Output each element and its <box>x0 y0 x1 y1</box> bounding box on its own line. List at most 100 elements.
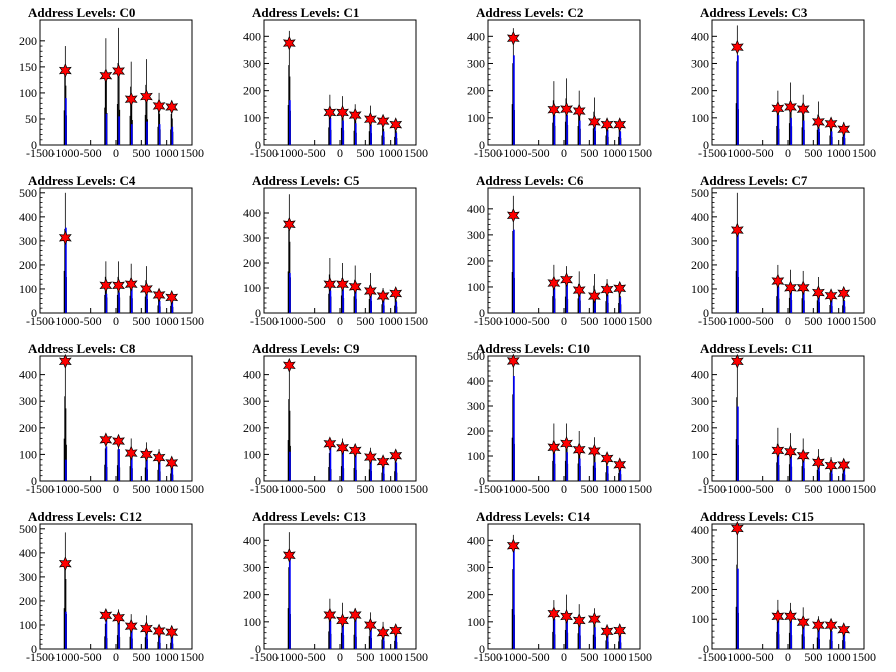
x-tick-label: 1000 <box>603 482 627 496</box>
x-tick-label: -1500 <box>698 650 726 664</box>
x-tick-label: -1500 <box>250 650 278 664</box>
peak-marker <box>376 625 390 641</box>
chart-panel-15: 0 100 200 300 400 -1500 -1000 -500 0 500 1000 1500 A… <box>672 504 896 672</box>
y-tick-label: 200 <box>19 34 37 48</box>
peak-marker <box>560 272 573 288</box>
peak-marker <box>140 621 153 636</box>
peak-marker <box>376 288 390 304</box>
x-tick-label: 1500 <box>628 146 652 160</box>
peak-marker <box>837 457 851 473</box>
y-tick-label: 0 <box>703 474 709 488</box>
peak-marker <box>588 288 601 304</box>
x-tick-label: 500 <box>804 650 822 664</box>
peak <box>776 90 780 145</box>
peak <box>735 361 739 481</box>
x-tick-label: -500 <box>304 146 326 160</box>
x-tick-label: 0 <box>113 146 119 160</box>
x-tick-label: 1500 <box>404 314 428 328</box>
x-tick-label: 500 <box>580 650 598 664</box>
y-tick-label: 400 <box>691 210 709 224</box>
x-tick-label: 1000 <box>827 146 851 160</box>
y-tick-label: 500 <box>467 349 485 363</box>
chart-title: Address Levels: C14 <box>476 509 590 524</box>
peak-marker <box>560 436 573 451</box>
peak <box>511 357 515 481</box>
peak <box>511 28 515 145</box>
x-tick-label: -1500 <box>698 314 726 328</box>
x-tick-label: -1500 <box>250 314 278 328</box>
x-tick-label: 1500 <box>180 650 204 664</box>
chart-panel-4: 0 100 200 300 400 500 -1500 -1000 -500 0 500 1000 15… <box>0 168 224 336</box>
y-tick-label: 400 <box>467 533 485 547</box>
chart-svg: 0 100 200 300 400 -1500-1000 -500 0 500 1000 1500 <box>691 521 876 664</box>
x-tick-label: 500 <box>356 482 374 496</box>
x-tick-label: -500 <box>752 650 774 664</box>
y-tick-label: 200 <box>691 582 709 596</box>
peak-marker <box>99 277 113 293</box>
chart-svg: 0 100 200 300 400 -1500-1000 -500 0 500 1000 1500 <box>467 187 652 328</box>
y-tick-label: 100 <box>691 447 709 461</box>
peak-marker <box>165 99 179 115</box>
peak <box>577 604 581 649</box>
x-tick-label: -1500 <box>698 146 726 160</box>
y-tick-label: 300 <box>19 394 37 408</box>
y-tick-label: 200 <box>691 84 709 98</box>
chart-svg: 0 100 200 300 400 -1500-1000 -500 0 500 1000 1500 <box>243 355 428 496</box>
chart-title: Address Levels: C13 <box>252 509 366 524</box>
peak-marker <box>613 117 627 133</box>
peak-marker <box>812 617 825 633</box>
peak-marker <box>547 275 561 291</box>
peak-marker <box>112 433 125 449</box>
peak-marker <box>58 353 72 369</box>
y-tick-label: 0 <box>31 306 37 320</box>
plot-frame <box>487 187 641 314</box>
x-tick-label: -500 <box>752 482 774 496</box>
x-tick-label: 500 <box>804 314 822 328</box>
y-tick-label: 200 <box>691 258 709 272</box>
peak <box>63 359 67 481</box>
peak <box>829 622 833 649</box>
x-tick-label: 0 <box>337 314 343 328</box>
x-tick-label: -1000 <box>499 146 527 160</box>
x-tick-label: 1000 <box>603 314 627 328</box>
peak <box>801 94 805 145</box>
peak-marker <box>152 623 166 639</box>
peak-marker <box>837 622 851 638</box>
chart-title: Address Levels: C7 <box>700 173 808 188</box>
x-tick-label: 1000 <box>379 314 403 328</box>
peak <box>340 96 345 145</box>
x-tick-label: -500 <box>752 314 774 328</box>
x-tick-label: -1000 <box>275 314 303 328</box>
y-tick-label: 100 <box>467 615 485 629</box>
x-tick-label: 1500 <box>404 482 428 496</box>
x-tick-label: -500 <box>80 146 102 160</box>
peak-marker <box>824 116 838 132</box>
peak-marker <box>572 442 586 458</box>
y-tick-label: 500 <box>19 522 37 536</box>
y-tick-label: 200 <box>243 588 261 602</box>
y-tick-label: 300 <box>691 394 709 408</box>
x-tick-label: -500 <box>528 650 550 664</box>
peak-marker <box>389 448 403 464</box>
x-tick-label: -1000 <box>275 146 303 160</box>
x-tick-label: 1500 <box>180 482 204 496</box>
x-tick-label: 1500 <box>628 650 652 664</box>
y-tick-label: 200 <box>467 424 485 438</box>
peak <box>116 27 121 145</box>
y-tick-label: 500 <box>691 186 709 200</box>
peak-marker <box>560 609 573 624</box>
peak-marker <box>323 105 337 120</box>
peak-marker <box>323 607 337 623</box>
x-tick-label: 1500 <box>404 146 428 160</box>
y-tick-label: 300 <box>691 553 709 567</box>
chart-svg: 0 100 200 300 400 -1500-1000 -500 0 500 1000 1500 <box>467 523 652 664</box>
peak <box>157 628 161 649</box>
peak-marker <box>572 613 586 628</box>
x-tick-label: 1000 <box>155 650 179 664</box>
y-tick-label: 400 <box>19 210 37 224</box>
x-tick-label: 500 <box>132 146 150 160</box>
peak-marker <box>600 451 614 466</box>
y-tick-label: 300 <box>243 231 261 245</box>
x-tick-label: 0 <box>561 650 567 664</box>
x-tick-label: 1500 <box>180 146 204 160</box>
